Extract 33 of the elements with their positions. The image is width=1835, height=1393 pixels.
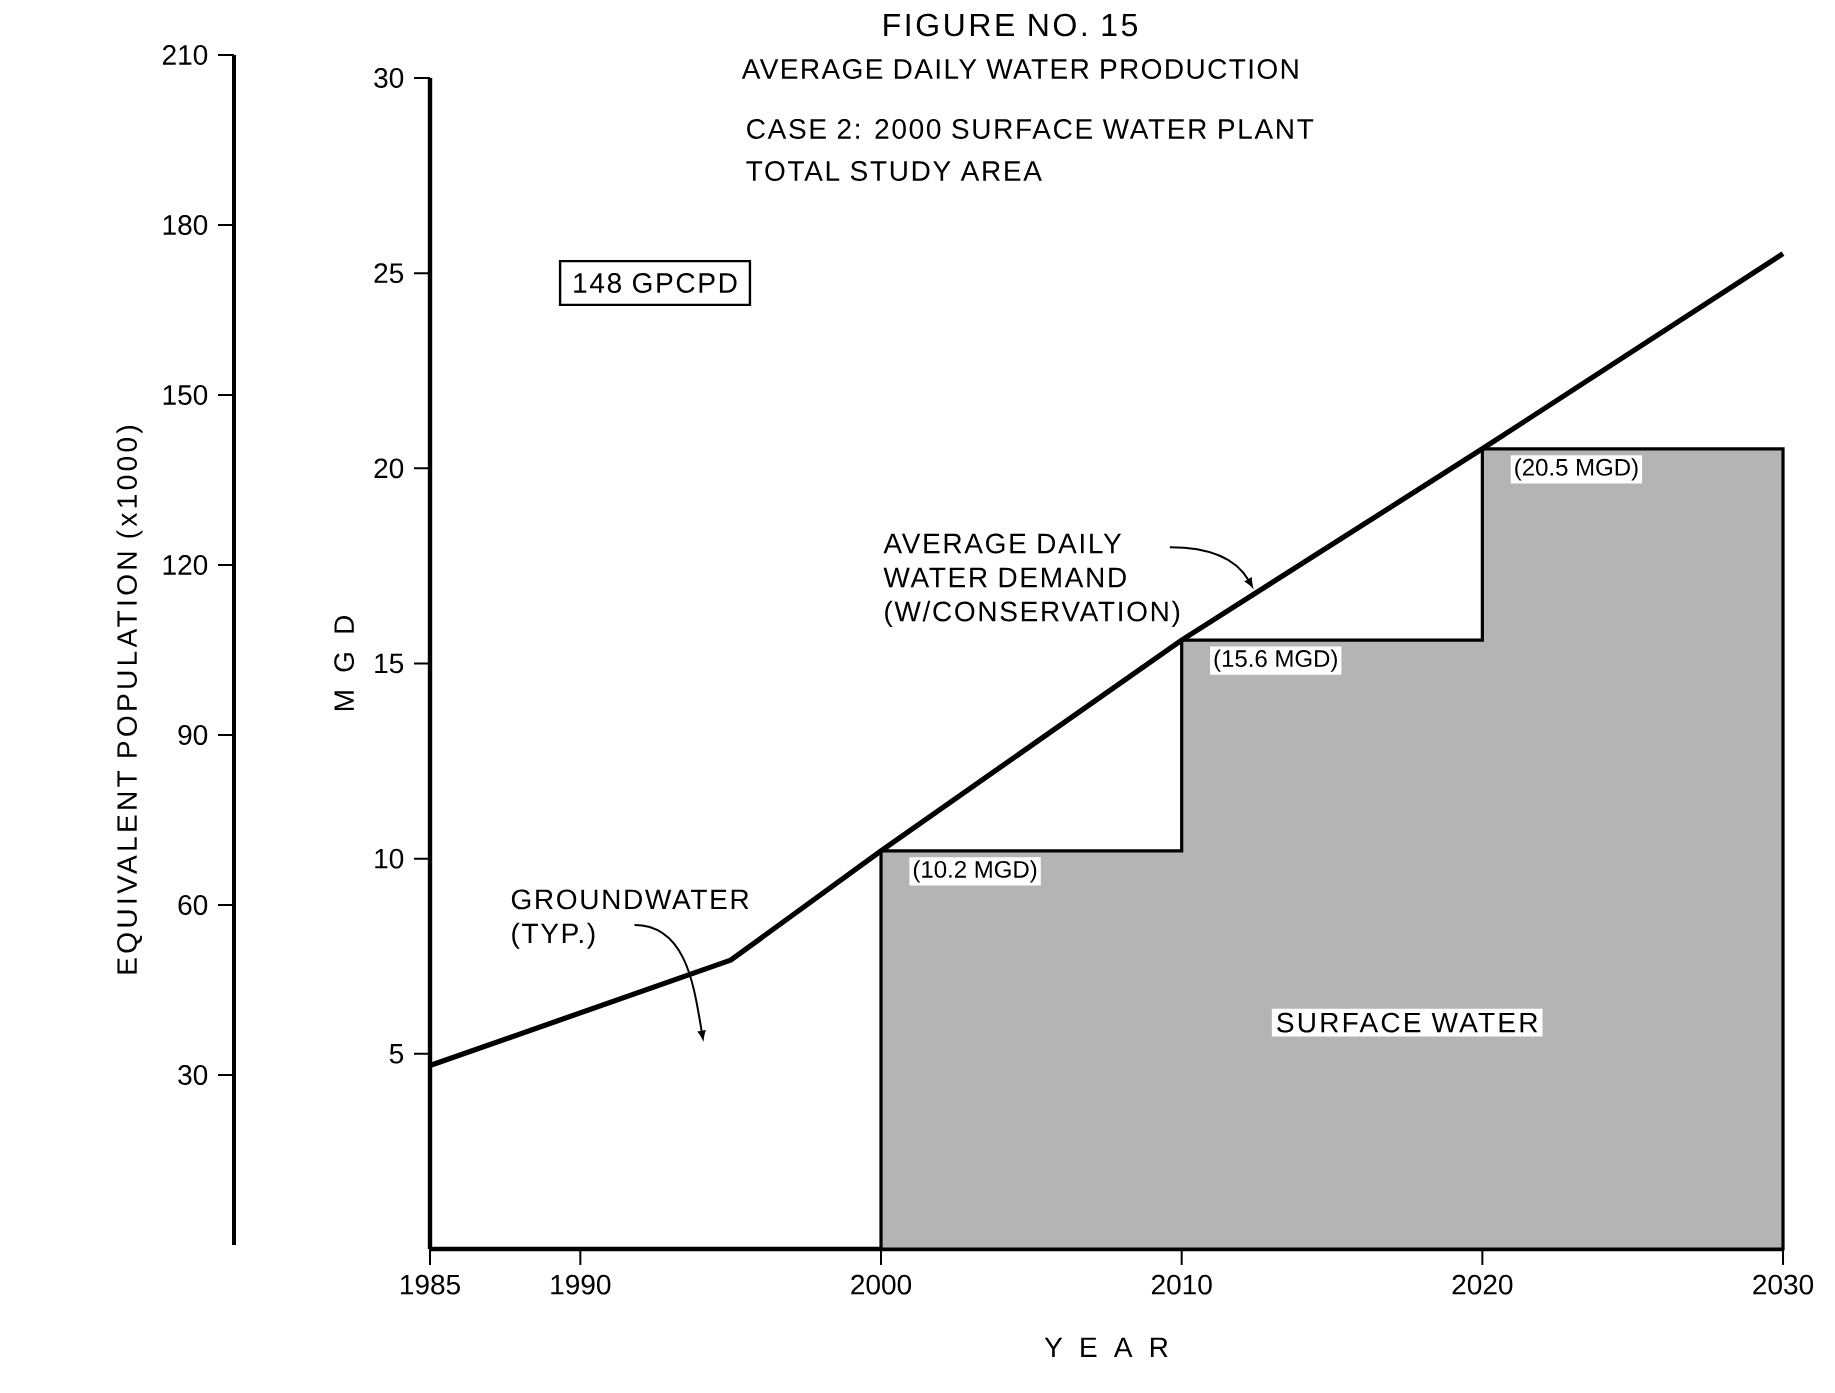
x-tick-label: 2030 bbox=[1753, 1274, 1814, 1295]
y2-tick-label: 30 bbox=[178, 1065, 208, 1085]
x-tick-label: 1985 bbox=[401, 1274, 460, 1295]
x-tick-label: 1990 bbox=[551, 1274, 611, 1295]
series-label: SURFACE WATER bbox=[1277, 1012, 1538, 1033]
data-label: (20.5 MGD) bbox=[1515, 458, 1638, 481]
y-tick-label: 20 bbox=[374, 458, 404, 479]
y2-tick-label: 60 bbox=[178, 895, 208, 915]
chart-subtitle: AVERAGE DAILY WATER PRODUCTION bbox=[741, 59, 1298, 79]
y2-tick-label: 180 bbox=[163, 215, 208, 235]
y2-tick-label: 90 bbox=[178, 725, 208, 745]
y-tick-label: 25 bbox=[374, 263, 404, 284]
annotation: CASE 2: 2000 SURFACE WATER PLANT bbox=[747, 119, 1314, 139]
annotation: AVERAGE DAILY WATER DEMAND (W/CONSERVATION) bbox=[883, 533, 1180, 627]
y2-axis-title: EQUIVALENT POPULATION (x1000) bbox=[116, 425, 143, 974]
x-tick-label: 2010 bbox=[1151, 1274, 1212, 1295]
x-axis-title: Y E A R bbox=[1044, 1337, 1168, 1357]
annotation: GROUNDWATER (TYP.) bbox=[511, 889, 749, 949]
annotation: TOTAL STUDY AREA bbox=[746, 161, 1042, 181]
y-axis-title: M G D bbox=[334, 616, 355, 711]
x-tick-label: 2000 bbox=[851, 1274, 912, 1295]
y2-tick-label: 150 bbox=[163, 385, 208, 405]
y-tick-label: 10 bbox=[375, 848, 404, 869]
y-tick-label: 15 bbox=[375, 653, 404, 674]
y-tick-label: 30 bbox=[374, 68, 404, 88]
y2-tick-label: 210 bbox=[162, 45, 208, 65]
data-label: (10.2 MGD) bbox=[913, 860, 1037, 883]
annotation: 148 GPCPD bbox=[574, 273, 737, 293]
y-tick-label: 5 bbox=[389, 1044, 404, 1064]
y2-tick-label: 120 bbox=[163, 555, 208, 575]
x-tick-label: 2020 bbox=[1452, 1274, 1513, 1295]
chart-title: FIGURE NO. 15 bbox=[884, 13, 1138, 37]
data-label: (15.6 MGD) bbox=[1214, 649, 1337, 672]
